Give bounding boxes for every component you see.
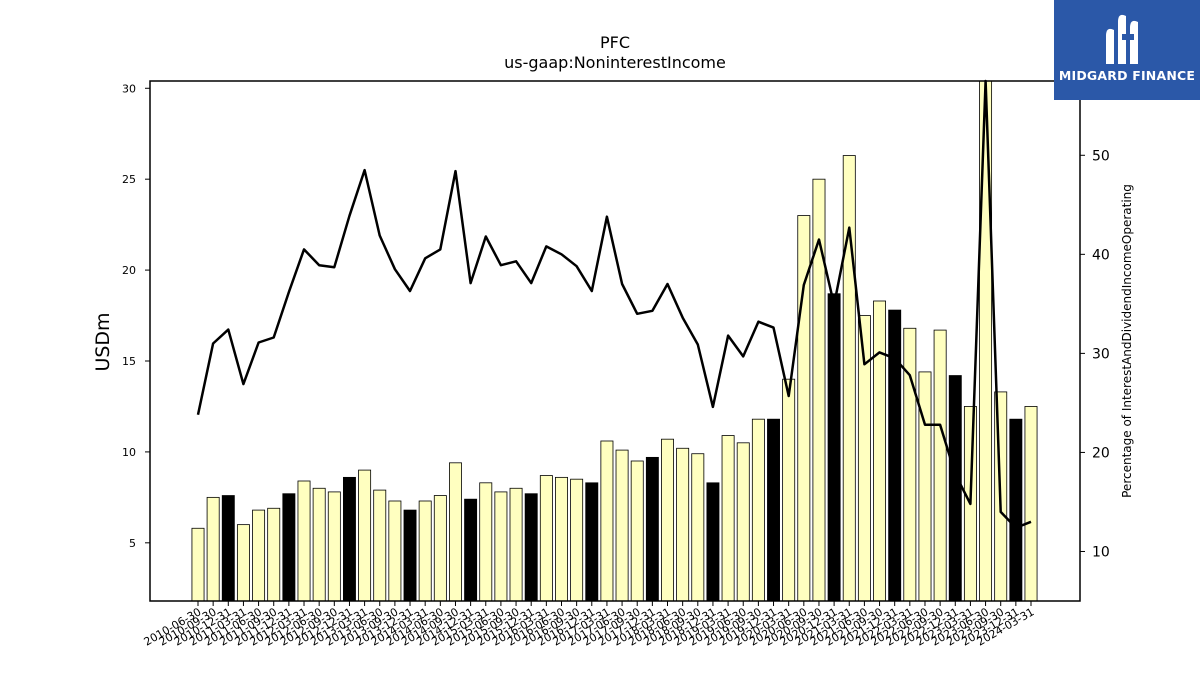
bar-2019-03-31 bbox=[721, 435, 735, 602]
bar-2010-12-31 bbox=[221, 495, 235, 602]
bar-2012-12-31 bbox=[342, 476, 356, 602]
chart-subtitle: us-gaap:NoninterestIncome bbox=[504, 53, 726, 72]
bar-group bbox=[191, 80, 1038, 602]
bar-2014-09-30 bbox=[449, 462, 462, 602]
bar-2020-03-31 bbox=[782, 378, 796, 602]
line-group bbox=[196, 79, 1032, 529]
bar-2011-12-31 bbox=[282, 493, 296, 602]
y-tick-label: 25 bbox=[122, 173, 136, 186]
bar-2014-06-30 bbox=[433, 495, 447, 602]
y2-tick-label: 20 bbox=[1092, 445, 1110, 461]
y2-tick-label: 10 bbox=[1092, 544, 1110, 560]
bar-2022-09-30 bbox=[933, 329, 947, 602]
bar-2013-12-31 bbox=[403, 509, 417, 602]
bar-2019-06-30 bbox=[736, 442, 750, 602]
y2-tick-label: 40 bbox=[1092, 247, 1110, 263]
bar-2012-03-31 bbox=[297, 480, 311, 602]
bar-2010-09-30 bbox=[206, 496, 220, 602]
bar-2023-06-30 bbox=[979, 80, 993, 602]
midgard-finance-logo: MIDGARD FINANCE bbox=[1054, 0, 1200, 100]
bar-2017-12-31 bbox=[645, 456, 659, 602]
logo-text: MIDGARD FINANCE bbox=[1058, 68, 1196, 83]
bar-2019-09-30 bbox=[751, 418, 765, 602]
y2-tick-label: 30 bbox=[1092, 346, 1110, 362]
bar-2013-06-30 bbox=[373, 489, 387, 602]
bar-2021-12-31 bbox=[888, 309, 902, 602]
line-percentage-series bbox=[196, 79, 1032, 529]
bar-2020-12-31 bbox=[827, 293, 841, 602]
bar-2016-03-31 bbox=[539, 475, 553, 602]
bar-2010-06-30 bbox=[191, 527, 205, 602]
bar-2012-09-30 bbox=[327, 491, 341, 602]
bar-2016-09-30 bbox=[570, 478, 584, 602]
bar-2024-03-31 bbox=[1024, 406, 1038, 602]
bar-2018-06-30 bbox=[676, 447, 690, 602]
bar-2023-12-31 bbox=[1009, 418, 1023, 602]
bar-2016-06-30 bbox=[555, 476, 568, 602]
y2-axis-label: Percentage of InterestAndDividendIncomeO… bbox=[1120, 184, 1134, 498]
bar-2011-03-31 bbox=[236, 524, 250, 602]
bar-2015-09-30 bbox=[509, 487, 523, 602]
chart-title: PFC bbox=[600, 33, 630, 52]
bar-2021-03-31 bbox=[842, 155, 856, 602]
y2-tick-label: 50 bbox=[1092, 148, 1110, 164]
bar-2014-03-31 bbox=[418, 500, 432, 602]
bar-2013-09-30 bbox=[388, 500, 402, 602]
bar-2011-06-30 bbox=[252, 509, 266, 602]
bar-2017-06-30 bbox=[615, 449, 629, 602]
axes-group: 5101520253010203040502010-06-302010-09-3… bbox=[122, 82, 1110, 648]
midgard-logo-icon bbox=[1106, 14, 1138, 64]
bar-2018-03-31 bbox=[661, 438, 674, 602]
bar-2017-03-31 bbox=[600, 440, 614, 602]
bar-2014-12-31 bbox=[464, 498, 478, 602]
bar-2016-12-31 bbox=[585, 482, 599, 602]
bar-2017-09-30 bbox=[630, 460, 644, 602]
y-tick-label: 15 bbox=[122, 355, 136, 368]
bar-2011-09-30 bbox=[267, 507, 281, 602]
bar-2019-12-31 bbox=[767, 418, 780, 602]
bar-2018-09-30 bbox=[691, 453, 705, 602]
y-tick-label: 10 bbox=[122, 446, 136, 459]
plot-frame bbox=[149, 80, 1081, 602]
y-tick-label: 5 bbox=[129, 537, 136, 550]
bar-2012-06-30 bbox=[312, 487, 326, 602]
bar-2022-06-30 bbox=[918, 371, 932, 602]
y-tick-label: 30 bbox=[122, 82, 136, 95]
bar-2021-09-30 bbox=[873, 300, 887, 602]
bar-2015-03-31 bbox=[479, 482, 493, 602]
bar-2018-12-31 bbox=[706, 482, 720, 602]
y-tick-label: 20 bbox=[122, 264, 136, 277]
bar-2022-12-31 bbox=[948, 375, 962, 602]
bar-2015-12-31 bbox=[524, 493, 538, 602]
y-axis-label: USDm bbox=[92, 312, 114, 371]
bar-2013-03-31 bbox=[358, 469, 372, 602]
bar-2015-06-30 bbox=[494, 491, 508, 602]
